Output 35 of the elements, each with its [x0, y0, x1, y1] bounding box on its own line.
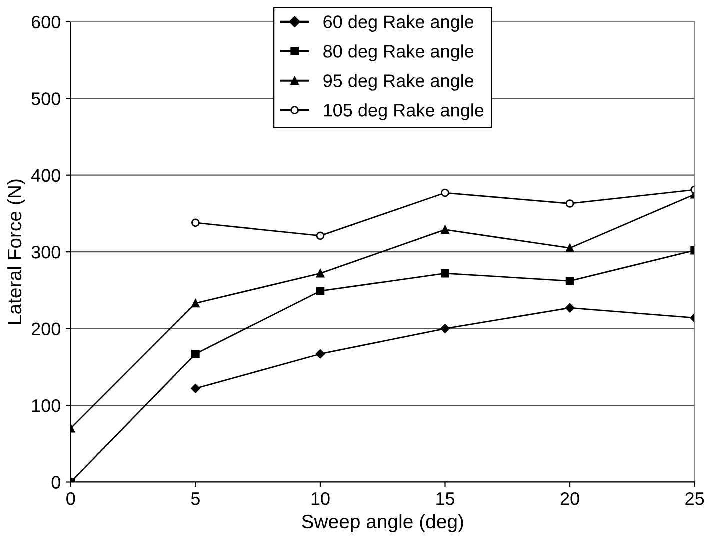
point [316, 349, 326, 359]
x-tick-label: 15 [436, 492, 455, 506]
x-tick-label: 20 [560, 492, 580, 506]
x-tick-label: 10 [312, 492, 330, 506]
point [192, 350, 200, 358]
point [441, 188, 450, 198]
point [440, 324, 450, 334]
y-tick-label: 600 [32, 16, 60, 29]
x-axis-title: Sweep angle (deg) [302, 514, 464, 532]
x-tick-label: 25 [686, 492, 704, 506]
point [566, 244, 574, 252]
point [316, 269, 325, 278]
y-tick-label: 400 [31, 169, 60, 182]
point [566, 200, 574, 208]
point [192, 299, 200, 308]
point [441, 269, 450, 278]
y-tick-label: 0 [52, 476, 60, 489]
y-tick-label: 500 [32, 92, 60, 106]
y-axis-title: Lateral Force (N) [7, 180, 26, 324]
legend-label: 60 deg Rake angle [324, 15, 474, 32]
y-tick-label: 100 [32, 399, 60, 412]
point [441, 226, 450, 234]
point [316, 232, 325, 240]
y-tick-label: 200 [32, 322, 60, 336]
legend-label: 80 deg Rake angle [324, 44, 474, 62]
legend-label: 105 deg Rake angle [324, 104, 484, 120]
point [192, 218, 200, 228]
legend-label: 95 deg Rake angle [324, 74, 474, 91]
point [191, 384, 200, 394]
y-tick-label: 300 [32, 246, 60, 259]
point [316, 287, 325, 296]
point [566, 277, 574, 286]
point [565, 303, 575, 313]
x-tick-label: 5 [191, 492, 200, 506]
x-tick-label: 0 [66, 492, 76, 506]
